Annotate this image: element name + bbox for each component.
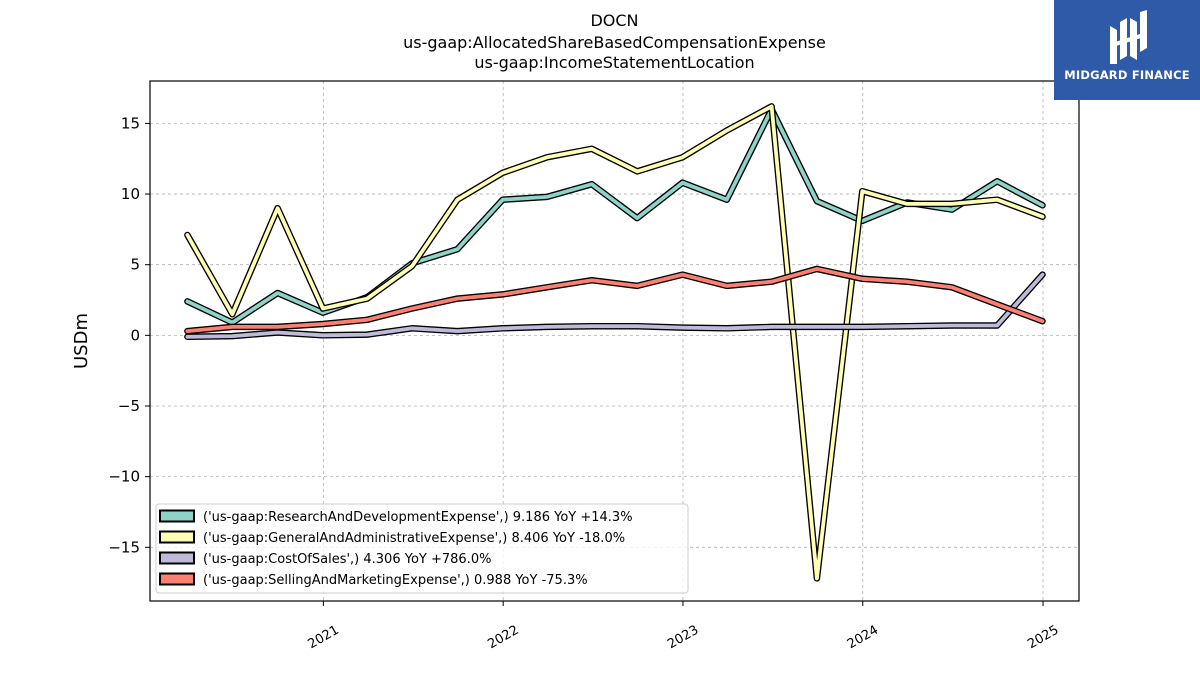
y-tick-label: −5 xyxy=(118,397,140,415)
y-axis-label: USDm xyxy=(71,313,92,369)
y-tick-label: 5 xyxy=(130,256,140,274)
y-tick-label: −10 xyxy=(108,468,140,486)
logo-mark-icon xyxy=(1110,10,1147,64)
y-tick-label: 10 xyxy=(121,185,140,203)
logo-text: MIDGARD FINANCE xyxy=(1064,68,1190,82)
series-layer xyxy=(184,103,1046,582)
legend-label-3: ('us-gaap:SellingAndMarketingExpense',) … xyxy=(203,573,588,588)
legend-label-2: ('us-gaap:CostOfSales',) 4.306 YoY +786.… xyxy=(203,552,491,567)
series-line-2 xyxy=(185,272,1045,339)
midgard-finance-logo: MIDGARD FINANCE xyxy=(1054,0,1200,100)
plot-frame xyxy=(149,80,1080,602)
x-tick-label: 2025 xyxy=(1025,623,1061,653)
legend-swatch-1 xyxy=(159,530,195,544)
legend-swatch-2 xyxy=(159,551,195,565)
x-tick-label: 2023 xyxy=(665,623,701,653)
chart-title-line-1: DOCN xyxy=(590,11,638,30)
chart-title-line-2: us-gaap:AllocatedShareBasedCompensationE… xyxy=(403,33,826,52)
legend: ('us-gaap:ResearchAndDevelopmentExpense'… xyxy=(155,503,689,594)
series-line-1 xyxy=(185,104,1045,581)
legend-swatch-3 xyxy=(159,572,195,586)
x-tick-label: 2024 xyxy=(845,623,881,653)
legend-swatch-0 xyxy=(159,509,195,523)
series-line-3 xyxy=(185,266,1045,334)
y-tick-label: −15 xyxy=(108,538,140,556)
legend-label-1: ('us-gaap:GeneralAndAdministrativeExpens… xyxy=(203,531,625,546)
y-tick-label: 0 xyxy=(130,326,140,344)
chart-title-line-3: us-gaap:IncomeStatementLocation xyxy=(474,53,754,72)
legend-box xyxy=(155,503,689,594)
x-tick-label: 2021 xyxy=(306,623,342,653)
legend-label-0: ('us-gaap:ResearchAndDevelopmentExpense'… xyxy=(203,510,633,525)
x-tick-label: 2022 xyxy=(485,623,521,653)
y-tick-label: 15 xyxy=(121,114,140,132)
